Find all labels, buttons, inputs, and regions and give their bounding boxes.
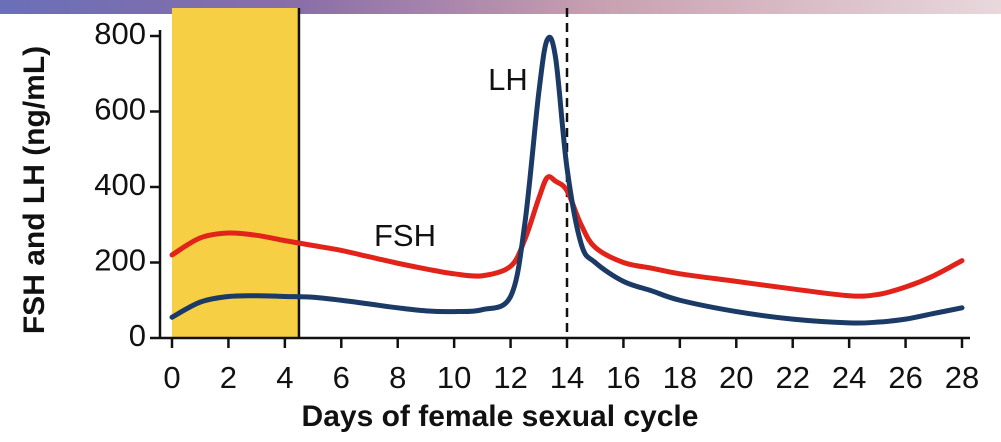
x-tick-label: 18 [663, 360, 697, 395]
x-tick-label: 20 [719, 360, 753, 395]
highlight-band [172, 8, 299, 338]
x-tick-label: 8 [389, 360, 406, 395]
x-tick-label: 16 [606, 360, 640, 395]
x-tick-label: 6 [333, 360, 350, 395]
y-tick-label: 400 [94, 167, 146, 202]
x-tick-label: 10 [437, 360, 471, 395]
series-line [169, 174, 965, 299]
x-tick-label: 22 [775, 360, 809, 395]
x-tick-label: 4 [276, 360, 293, 395]
y-tick-label: 0 [129, 318, 146, 353]
x-tick-label: 12 [493, 360, 527, 395]
series-label: FSH [374, 218, 436, 253]
x-tick-label: 28 [945, 360, 979, 395]
x-tick-label: 24 [832, 360, 866, 395]
x-tick-label: 2 [220, 360, 237, 395]
series-line [169, 34, 965, 326]
x-tick-label: 0 [163, 360, 180, 395]
series-label: LH [488, 62, 528, 97]
x-tick-label: 26 [888, 360, 922, 395]
y-axis-title: FSH and LH (ng/mL) [18, 46, 51, 334]
y-tick-label: 800 [94, 16, 146, 51]
x-tick-label: 14 [550, 360, 584, 395]
x-axis-title: Days of female sexual cycle [302, 400, 699, 433]
y-tick-label: 600 [94, 92, 146, 127]
photo-strip [0, 0, 1001, 14]
y-tick-label: 200 [94, 243, 146, 278]
